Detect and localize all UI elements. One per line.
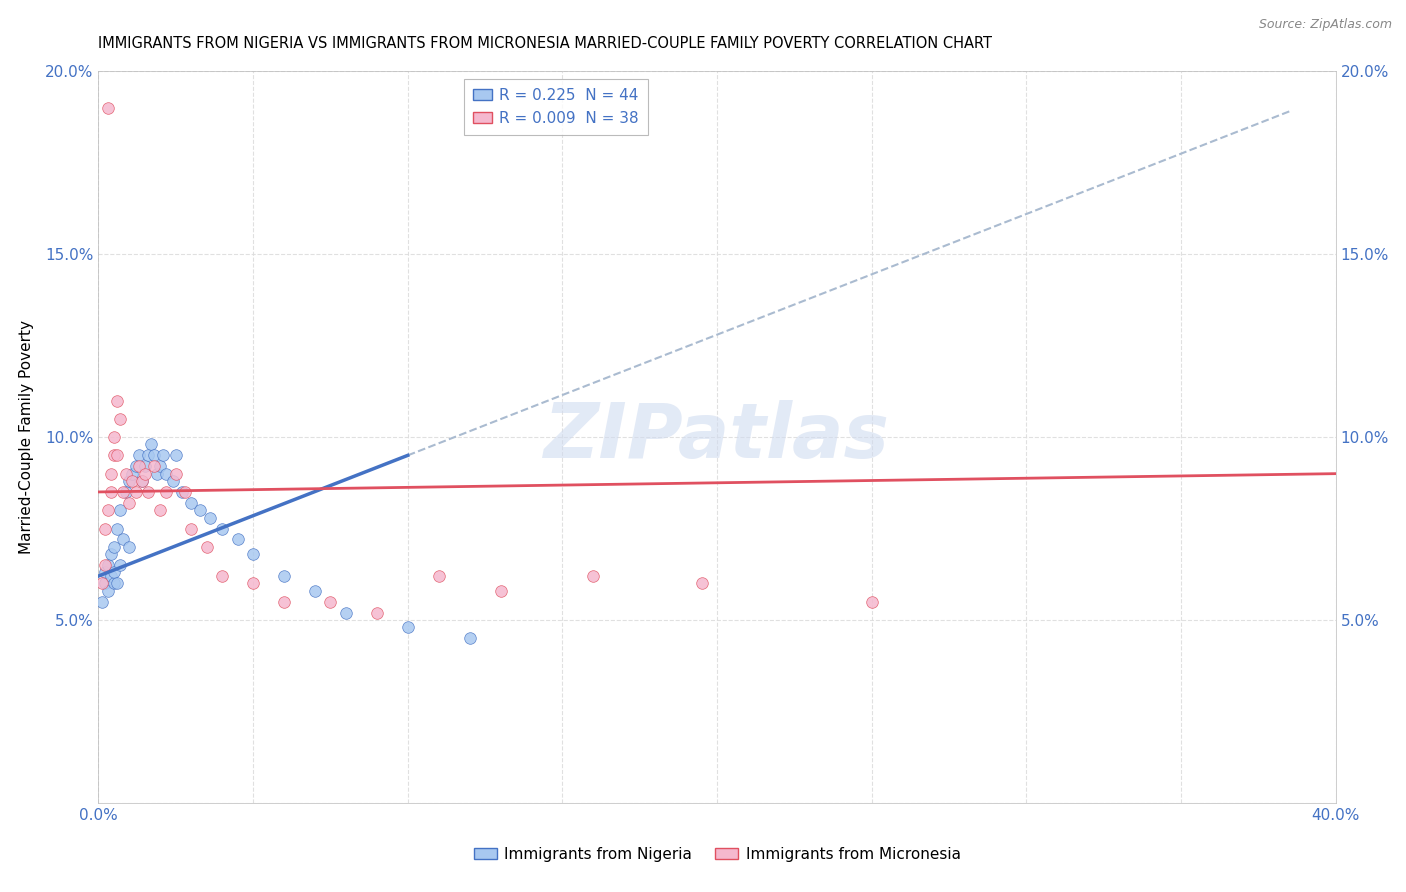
Point [180,496,202,510]
Point [103,576,125,591]
Point [108,503,131,517]
Text: IMMIGRANTS FROM NIGERIA VS IMMIGRANTS FROM MICRONESIA MARRIED-COUPLE FAMILY POVE: IMMIGRANTS FROM NIGERIA VS IMMIGRANTS FR… [98,36,993,51]
Point [103,449,125,463]
Text: Source: ZipAtlas.com: Source: ZipAtlas.com [1258,18,1392,31]
Point [103,566,125,580]
Point [155,485,177,500]
Point [105,576,128,591]
Point [103,430,125,444]
Point [97,558,120,573]
Point [124,459,146,474]
Point [489,583,512,598]
Point [118,474,141,488]
Point [162,474,184,488]
Point [136,485,159,500]
Point [93,566,115,580]
Point [139,437,162,451]
Point [582,569,605,583]
Y-axis label: Married-Couple Family Poverty: Married-Couple Family Poverty [20,320,34,554]
Point [118,540,141,554]
Point [97,503,120,517]
Point [100,569,122,583]
Point [273,594,295,608]
Point [115,467,138,481]
Point [242,547,264,561]
Point [100,467,122,481]
Point [396,620,419,634]
Point [165,467,187,481]
Point [131,474,153,488]
Point [90,594,112,608]
Point [97,583,120,598]
Point [211,569,233,583]
Point [105,449,128,463]
Point [198,510,221,524]
Point [124,485,146,500]
Point [304,583,326,598]
Point [319,594,342,608]
Point [108,558,131,573]
Point [121,474,143,488]
Point [273,569,295,583]
Point [93,558,115,573]
Point [93,576,115,591]
Point [128,459,150,474]
Point [146,467,169,481]
Point [690,576,713,591]
Point [242,576,264,591]
Point [190,503,212,517]
Point [335,606,357,620]
Point [155,467,177,481]
Point [134,467,156,481]
Point [97,101,120,115]
Point [165,449,187,463]
Point [174,485,197,500]
Point [118,496,141,510]
Point [128,449,150,463]
Point [860,594,883,608]
Point [180,521,202,535]
Point [195,540,218,554]
Point [134,459,156,474]
Point [170,485,193,500]
Point [458,632,481,646]
Point [143,459,166,474]
Point [131,474,153,488]
Point [103,540,125,554]
Point [226,533,249,547]
Point [115,485,138,500]
Point [211,521,233,535]
Text: ZIPatlas: ZIPatlas [544,401,890,474]
Point [105,393,128,408]
Point [427,569,450,583]
Point [121,467,143,481]
Legend: Immigrants from Nigeria, Immigrants from Micronesia: Immigrants from Nigeria, Immigrants from… [468,841,966,868]
Point [149,503,172,517]
Point [136,449,159,463]
Point [112,485,135,500]
Point [108,412,131,426]
Point [90,576,112,591]
Point [366,606,388,620]
Point [149,459,172,474]
Point [100,485,122,500]
Point [152,449,174,463]
Point [143,449,166,463]
Point [112,533,135,547]
Point [100,547,122,561]
Point [93,521,115,535]
Point [105,521,128,535]
